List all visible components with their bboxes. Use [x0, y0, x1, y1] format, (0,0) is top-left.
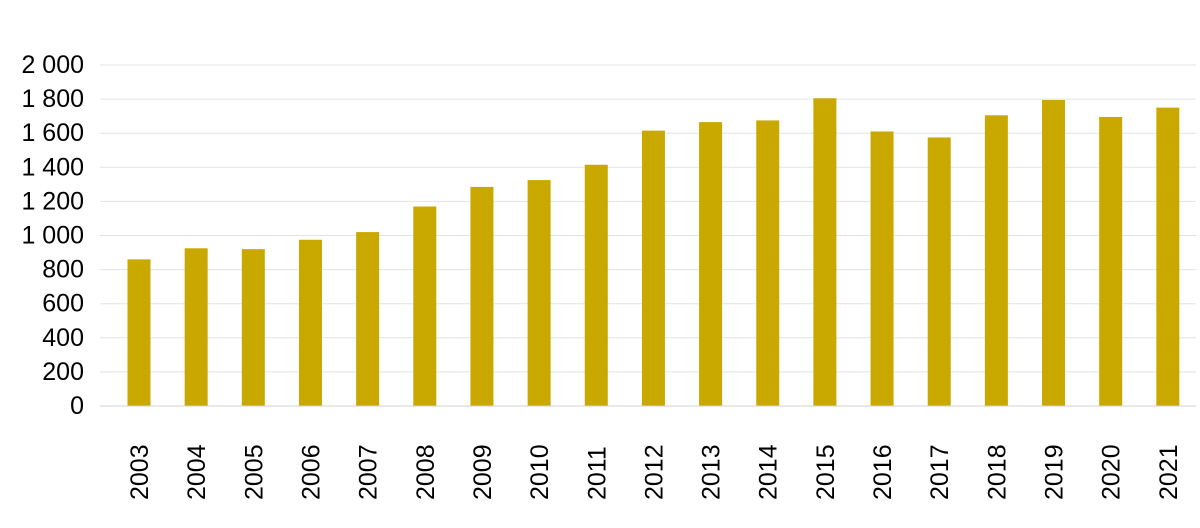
- x-tick-label: 2018: [983, 444, 1011, 500]
- y-tick-label: 200: [42, 358, 84, 386]
- y-tick-label: 1 200: [21, 187, 84, 215]
- y-tick-label: 400: [42, 324, 84, 352]
- bar-2020: [1099, 117, 1123, 406]
- x-tick-label: 2010: [526, 444, 554, 500]
- x-tick-label: 2005: [240, 444, 268, 500]
- bar-2010: [527, 180, 551, 406]
- x-tick-label: 2014: [755, 444, 783, 500]
- bar-2017: [927, 137, 951, 406]
- bar-2011: [584, 164, 608, 406]
- bar-2005: [241, 249, 265, 406]
- bar-2021: [1156, 107, 1180, 406]
- bar-2012: [641, 130, 665, 406]
- x-tick-label: 2012: [640, 444, 668, 500]
- bar-2016: [870, 131, 894, 406]
- y-tick-label: 0: [70, 392, 84, 420]
- bar-2004: [184, 248, 208, 406]
- bar-2014: [756, 120, 780, 406]
- x-tick-label: 2006: [297, 444, 325, 500]
- y-axis-tick-labels: 0 200 400 600 800 1 000 1 200 1 400 1 600 1 800 2 …: [21, 51, 84, 420]
- x-axis-tick-labels: 2003 2004 2005 2006 2007 2008 2009 2010 2011 2012…: [126, 444, 1183, 500]
- y-tick-label: 1 800: [21, 85, 84, 113]
- bar-2009: [470, 186, 494, 406]
- bar-2015: [813, 98, 837, 406]
- bar-2019: [1042, 99, 1066, 406]
- bar-2013: [699, 122, 723, 407]
- bar-2007: [356, 232, 380, 406]
- bar-2018: [984, 115, 1008, 407]
- x-tick-label: 2007: [355, 444, 383, 500]
- x-tick-label: 2008: [412, 444, 440, 500]
- bars: [127, 98, 1180, 407]
- x-tick-label: 2017: [926, 444, 954, 500]
- y-tick-label: 800: [42, 256, 84, 284]
- bar-2003: [127, 259, 151, 406]
- bar-2008: [413, 206, 437, 406]
- x-tick-label: 2011: [583, 446, 611, 500]
- y-tick-label: 1 000: [21, 222, 84, 250]
- x-tick-label: 2021: [1155, 444, 1183, 500]
- x-tick-label: 2003: [126, 444, 154, 500]
- y-tick-label: 600: [42, 290, 84, 318]
- x-tick-label: 2016: [869, 444, 897, 500]
- y-tick-label: 1 400: [21, 153, 84, 181]
- x-tick-label: 2015: [812, 444, 840, 500]
- x-tick-label: 2020: [1098, 444, 1126, 500]
- bar-2006: [298, 239, 322, 406]
- x-tick-label: 2009: [469, 444, 497, 500]
- x-tick-label: 2004: [183, 444, 211, 500]
- y-tick-label: 2 000: [21, 51, 84, 79]
- y-tick-label: 1 600: [21, 119, 84, 147]
- x-tick-label: 2013: [698, 444, 726, 500]
- x-tick-label: 2019: [1041, 444, 1069, 500]
